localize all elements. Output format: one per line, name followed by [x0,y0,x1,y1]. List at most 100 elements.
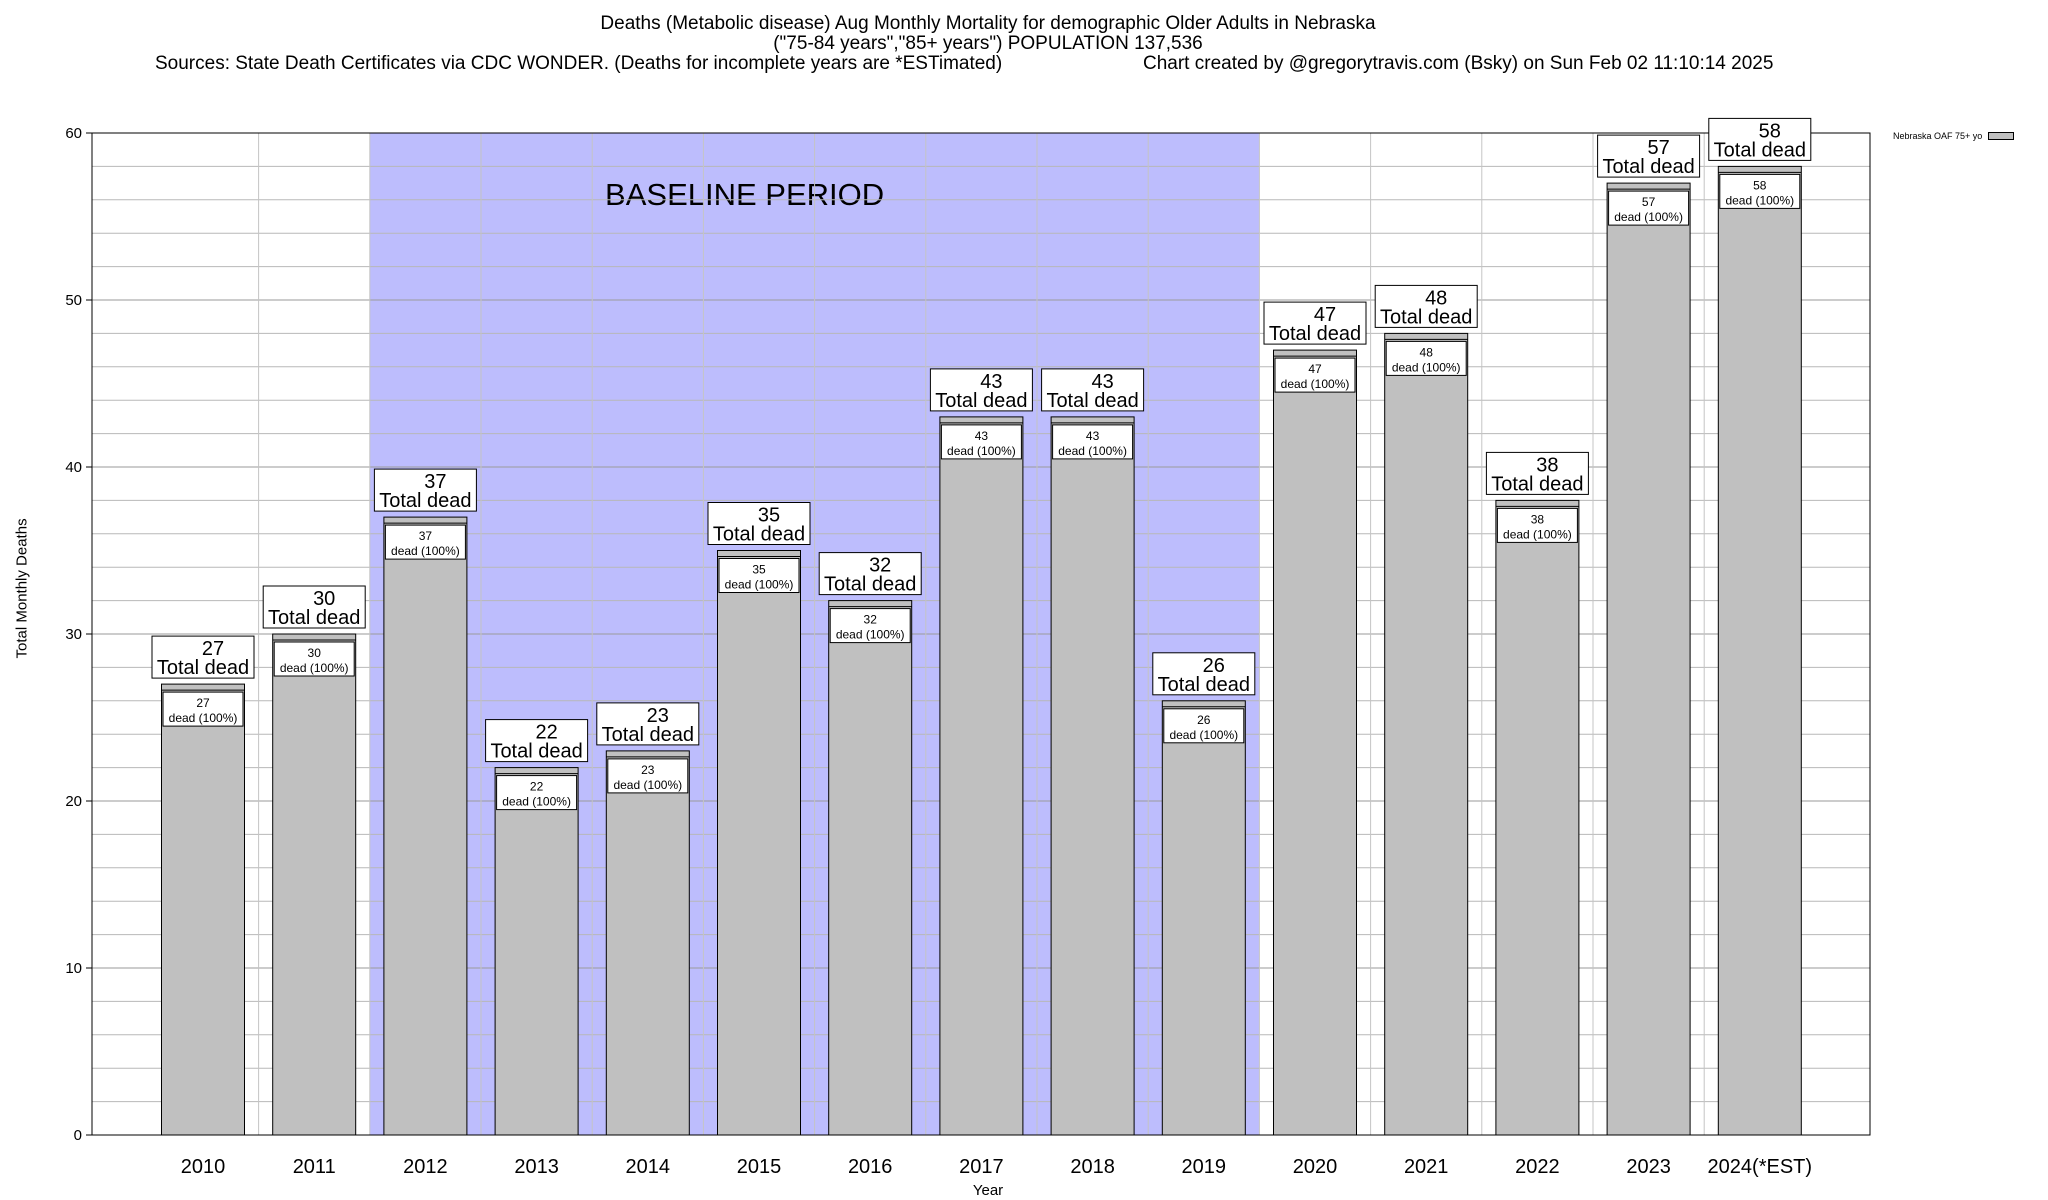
inner-pct-label: dead (100%) [1169,728,1238,742]
top-label-box [485,719,589,763]
top-label-box [1485,451,1589,495]
inner-value-label: 27 [196,696,210,710]
top-total-label: Total dead [1158,674,1250,696]
x-tick-label: 2021 [1404,1156,1449,1178]
y-tick-label: 10 [65,960,82,977]
top-label-box [1374,284,1478,328]
bar [272,633,357,1136]
bar [1717,165,1802,1136]
top-total-label: Total dead [1491,473,1583,495]
inner-pct-label: dead (100%) [836,628,905,642]
bar [1161,700,1246,1136]
top-label-box [929,368,1033,412]
inner-value-label: 58 [1753,178,1767,192]
top-total-label: Total dead [602,724,694,746]
inner-value-label: 37 [419,529,433,543]
inner-value-label: 35 [752,563,766,577]
chart-title: Deaths (Metabolic disease) Aug Monthly M… [600,13,1376,34]
inner-pct-label: dead (100%) [725,578,794,592]
top-value-label: 23 [647,705,669,727]
bar [1384,332,1469,1136]
x-tick-label: 2022 [1515,1156,1560,1178]
inner-value-label: 43 [1086,429,1100,443]
top-total-label: Total dead [1380,306,1472,328]
top-label-box [151,635,255,679]
inner-value-label: 48 [1420,345,1434,359]
inner-value-label: 38 [1531,512,1545,526]
top-total-label: Total dead [1269,323,1361,345]
y-tick-label: 60 [65,125,82,142]
top-total-label: Total dead [268,607,360,629]
top-label-box [596,702,700,746]
inner-pct-label: dead (100%) [1281,377,1350,391]
inner-label-box [607,758,689,794]
top-label-box [707,502,811,545]
bar [1495,499,1580,1136]
bar [717,550,801,1136]
top-total-label: Total dead [1602,156,1694,178]
top-total-label: Total dead [713,524,805,546]
inner-pct-label: dead (100%) [947,444,1016,458]
inner-pct-label: dead (100%) [1614,210,1683,224]
inner-value-label: 47 [1308,362,1322,376]
inner-label-box [1608,190,1690,226]
top-value-label: 43 [1091,371,1113,393]
inner-pct-label: dead (100%) [169,711,238,725]
inner-label-box [1163,708,1245,744]
bar [161,683,245,1136]
inner-pct-label: dead (100%) [502,795,571,809]
inner-pct-label: dead (100%) [1392,360,1461,374]
top-value-label: 57 [1647,137,1669,159]
top-value-label: 26 [1203,655,1225,677]
top-label-box [818,552,922,596]
top-total-label: Total dead [824,574,916,596]
inner-pct-label: dead (100%) [280,661,349,675]
top-value-label: 32 [869,555,891,577]
inner-pct-label: dead (100%) [391,544,460,558]
bar [605,750,690,1136]
top-total-label: Total dead [935,390,1027,412]
x-tick-label: 2018 [1070,1156,1115,1178]
bar [939,416,1024,1136]
top-total-label: Total dead [379,490,471,512]
legend-label: Nebraska OAF 75+ yo [1893,131,1983,141]
top-label-box [1708,117,1812,161]
x-tick-label: 2014 [626,1156,671,1178]
inner-label-box [1274,357,1356,393]
x-tick-label: 2020 [1293,1156,1338,1178]
top-label-box [1263,301,1367,345]
bar [1273,349,1357,1136]
inner-pct-label: dead (100%) [613,778,682,792]
inner-label-box [1385,340,1467,376]
top-value-label: 47 [1314,304,1336,326]
inner-pct-label: dead (100%) [1503,527,1572,541]
top-value-label: 30 [313,588,335,610]
chart-credit: Chart created by @gregorytravis.com (Bsk… [1143,53,1774,74]
top-label-box [1041,368,1145,412]
top-total-label: Total dead [1714,139,1806,161]
y-tick-label: 20 [65,793,82,810]
x-tick-label: 2023 [1626,1156,1671,1178]
top-total-label: Total dead [157,657,249,679]
top-value-label: 37 [424,471,446,493]
baseline-label: BASELINE PERIOD [605,177,884,212]
inner-label-box [1496,507,1578,543]
legend-swatch [1988,132,2015,140]
bar [494,767,579,1136]
inner-label-box [273,641,355,677]
inner-value-label: 32 [864,613,878,627]
x-tick-label: 2010 [181,1156,226,1178]
top-label-box [1597,134,1701,178]
top-value-label: 22 [535,722,557,744]
inner-label-box [496,775,578,811]
inner-label-box [1052,424,1134,460]
top-value-label: 43 [980,371,1002,393]
inner-value-label: 23 [641,763,655,777]
inner-label-box [718,558,800,593]
chart-source-note: Sources: State Death Certificates via CD… [155,53,1003,74]
top-value-label: 38 [1536,454,1558,476]
x-tick-label: 2019 [1182,1156,1227,1178]
legend: Nebraska OAF 75+ yo [1893,131,2015,141]
bar [828,600,913,1136]
